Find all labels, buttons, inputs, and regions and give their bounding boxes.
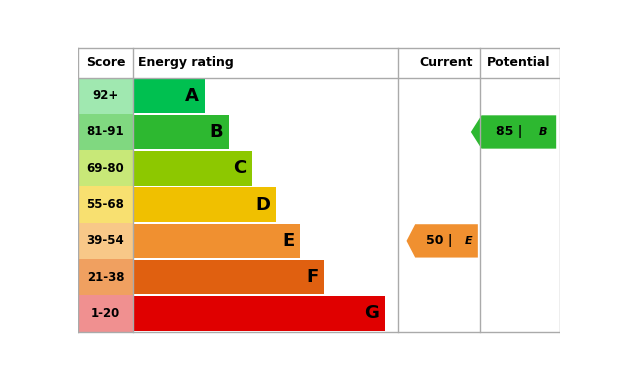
Polygon shape xyxy=(471,115,556,149)
Text: Energy rating: Energy rating xyxy=(138,56,234,69)
Text: B: B xyxy=(209,123,223,141)
Text: D: D xyxy=(256,196,271,213)
Text: 1-20: 1-20 xyxy=(91,307,120,320)
Text: A: A xyxy=(185,87,199,105)
Text: 55-68: 55-68 xyxy=(86,198,124,211)
Text: 85 |: 85 | xyxy=(496,125,522,139)
Bar xyxy=(78,186,133,223)
Bar xyxy=(133,296,385,331)
Text: C: C xyxy=(233,159,247,177)
Bar xyxy=(133,187,276,222)
Text: Potential: Potential xyxy=(487,56,550,69)
Bar xyxy=(133,78,205,113)
Bar xyxy=(78,223,133,259)
Bar xyxy=(133,260,324,295)
Text: E: E xyxy=(465,236,472,246)
Text: Current: Current xyxy=(420,56,473,69)
Text: Score: Score xyxy=(86,56,125,69)
Text: 39-54: 39-54 xyxy=(86,234,124,247)
Text: 21-38: 21-38 xyxy=(86,271,124,284)
Text: 81-91: 81-91 xyxy=(86,125,124,139)
Polygon shape xyxy=(407,224,478,257)
Text: B: B xyxy=(539,127,547,137)
Bar xyxy=(78,78,133,114)
Bar xyxy=(133,151,253,186)
Text: 69-80: 69-80 xyxy=(86,162,124,175)
Bar xyxy=(78,259,133,295)
Bar xyxy=(133,223,300,258)
Bar xyxy=(78,295,133,332)
Text: 92+: 92+ xyxy=(92,89,119,102)
Text: 50 |: 50 | xyxy=(426,234,453,247)
Bar xyxy=(78,150,133,186)
Text: E: E xyxy=(282,232,294,250)
Text: G: G xyxy=(364,305,379,322)
Text: F: F xyxy=(306,268,318,286)
Bar xyxy=(133,115,229,149)
Bar xyxy=(78,114,133,150)
